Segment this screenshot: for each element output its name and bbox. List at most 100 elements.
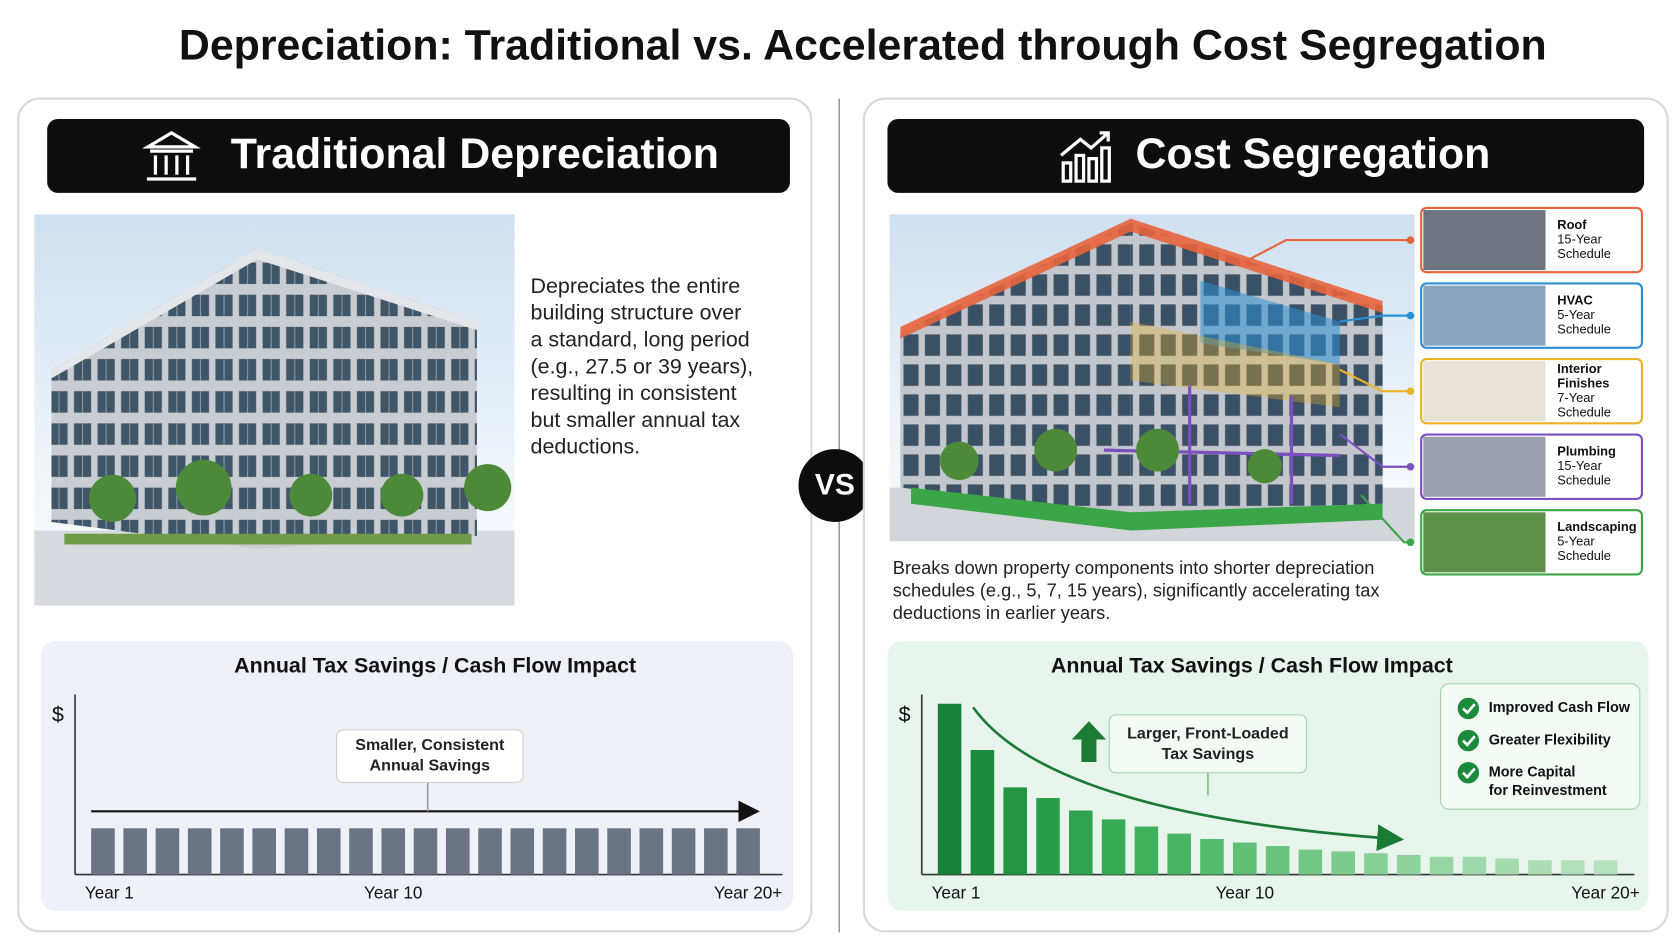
left-header bbox=[47, 118, 790, 193]
component-photo bbox=[1423, 361, 1546, 422]
component-label: 5-Year bbox=[1557, 307, 1595, 322]
component-label: Roof bbox=[1557, 217, 1587, 232]
bar bbox=[478, 828, 502, 875]
bar bbox=[155, 828, 180, 875]
callout-text: Annual Savings bbox=[370, 757, 491, 775]
check-icon bbox=[1457, 729, 1480, 752]
component-photo bbox=[1423, 285, 1546, 346]
traditional-building-illustration bbox=[34, 214, 515, 606]
right-heading: Cost Segregation bbox=[1136, 130, 1491, 178]
connector bbox=[1339, 368, 1411, 393]
bar bbox=[1101, 819, 1126, 875]
bar bbox=[1200, 838, 1224, 875]
connector-dot bbox=[1406, 311, 1415, 320]
check-mark bbox=[1462, 767, 1476, 779]
component-label: Schedule bbox=[1557, 548, 1611, 563]
x-tick-label: Year 1 bbox=[932, 882, 981, 902]
connector-dot bbox=[1406, 538, 1415, 547]
trend-curve bbox=[972, 706, 1405, 852]
bar bbox=[1167, 833, 1191, 875]
description-line: building structure over bbox=[531, 301, 742, 325]
bar bbox=[1298, 849, 1323, 875]
bar bbox=[1364, 853, 1388, 875]
description-line: deductions in earlier years. bbox=[893, 603, 1111, 623]
bar bbox=[1593, 860, 1618, 875]
bar bbox=[639, 828, 664, 875]
bar bbox=[413, 828, 438, 875]
page-title: Depreciation: Traditional vs. Accelerate… bbox=[179, 22, 1547, 70]
bar bbox=[220, 828, 244, 875]
component-label: Schedule bbox=[1557, 473, 1611, 488]
bar bbox=[1528, 860, 1552, 875]
description-line: deductions. bbox=[531, 435, 641, 459]
component-label: Finishes bbox=[1557, 375, 1609, 390]
bar bbox=[252, 828, 277, 875]
bar bbox=[575, 828, 599, 875]
cost-seg-building-illustration bbox=[889, 214, 1415, 547]
bar bbox=[970, 750, 995, 875]
bar bbox=[1036, 798, 1060, 875]
check-icon bbox=[1457, 762, 1480, 784]
bar bbox=[349, 828, 373, 875]
bank-icon bbox=[142, 131, 201, 181]
description-line: resulting in consistent bbox=[531, 381, 737, 405]
x-tick-label: Year 10 bbox=[1216, 882, 1274, 902]
bar bbox=[316, 828, 341, 875]
right-description: Breaks down property components into sho… bbox=[893, 558, 1380, 623]
check-mark bbox=[1462, 735, 1476, 747]
benefit-text: for Reinvestment bbox=[1489, 783, 1607, 799]
benefit-text: Greater Flexibility bbox=[1489, 732, 1611, 748]
bar bbox=[607, 828, 631, 875]
x-tick-label: Year 1 bbox=[85, 882, 134, 902]
y-axis-label: $ bbox=[52, 703, 64, 727]
left-description: Depreciates the entire building structure… bbox=[531, 274, 754, 459]
growth-icon bbox=[1060, 131, 1111, 183]
component-label: Schedule bbox=[1557, 321, 1611, 336]
bar bbox=[1003, 787, 1027, 875]
connector bbox=[1339, 433, 1411, 468]
bar bbox=[1396, 854, 1421, 875]
chart-title: Annual Tax Savings / Cash Flow Impact bbox=[1051, 653, 1453, 677]
vs-badge bbox=[798, 449, 872, 522]
callout-box bbox=[1108, 714, 1308, 774]
check-icon bbox=[1457, 697, 1480, 720]
callout-text: Smaller, Consistent bbox=[355, 736, 505, 754]
bar bbox=[123, 828, 147, 875]
bar bbox=[91, 828, 115, 875]
component-photo bbox=[1423, 210, 1546, 271]
x-tick-label: Year 20+ bbox=[1571, 882, 1639, 902]
bar bbox=[1331, 851, 1355, 875]
description-line: Depreciates the entire bbox=[531, 274, 741, 298]
left-heading: Traditional Depreciation bbox=[231, 130, 719, 178]
x-tick-label: Year 20+ bbox=[714, 882, 782, 902]
connector-dot bbox=[1406, 236, 1415, 244]
up-arrow bbox=[1071, 721, 1107, 763]
component-cards: Roof15-YearScheduleHVAC5-YearScheduleInt… bbox=[1242, 206, 1644, 576]
bar bbox=[284, 828, 309, 875]
benefit-text: Improved Cash Flow bbox=[1489, 700, 1631, 716]
component-label: 5-Year bbox=[1557, 534, 1595, 549]
description-line: but smaller annual tax bbox=[531, 408, 741, 432]
bar bbox=[937, 703, 962, 875]
y-axis-label: $ bbox=[899, 703, 911, 727]
bar bbox=[1462, 856, 1487, 875]
component-label: Plumbing bbox=[1557, 444, 1616, 459]
connector bbox=[1339, 314, 1411, 323]
component-label: Interior bbox=[1557, 361, 1601, 376]
x-tick-label: Year 10 bbox=[364, 882, 422, 902]
vs-text: VS bbox=[815, 468, 855, 501]
check-mark bbox=[1462, 703, 1476, 715]
bar bbox=[1068, 810, 1093, 875]
description-line: Breaks down property components into sho… bbox=[893, 558, 1375, 578]
description-line: schedules (e.g., 5, 7, 15 years), signif… bbox=[893, 580, 1380, 600]
bar bbox=[510, 828, 535, 875]
component-label: 15-Year bbox=[1557, 231, 1602, 246]
bar bbox=[1265, 846, 1290, 875]
bar bbox=[671, 828, 696, 875]
connector-dot bbox=[1406, 462, 1415, 471]
bar bbox=[187, 828, 212, 875]
bar bbox=[381, 828, 406, 875]
callout-text: Larger, Front-Loaded bbox=[1127, 724, 1289, 742]
